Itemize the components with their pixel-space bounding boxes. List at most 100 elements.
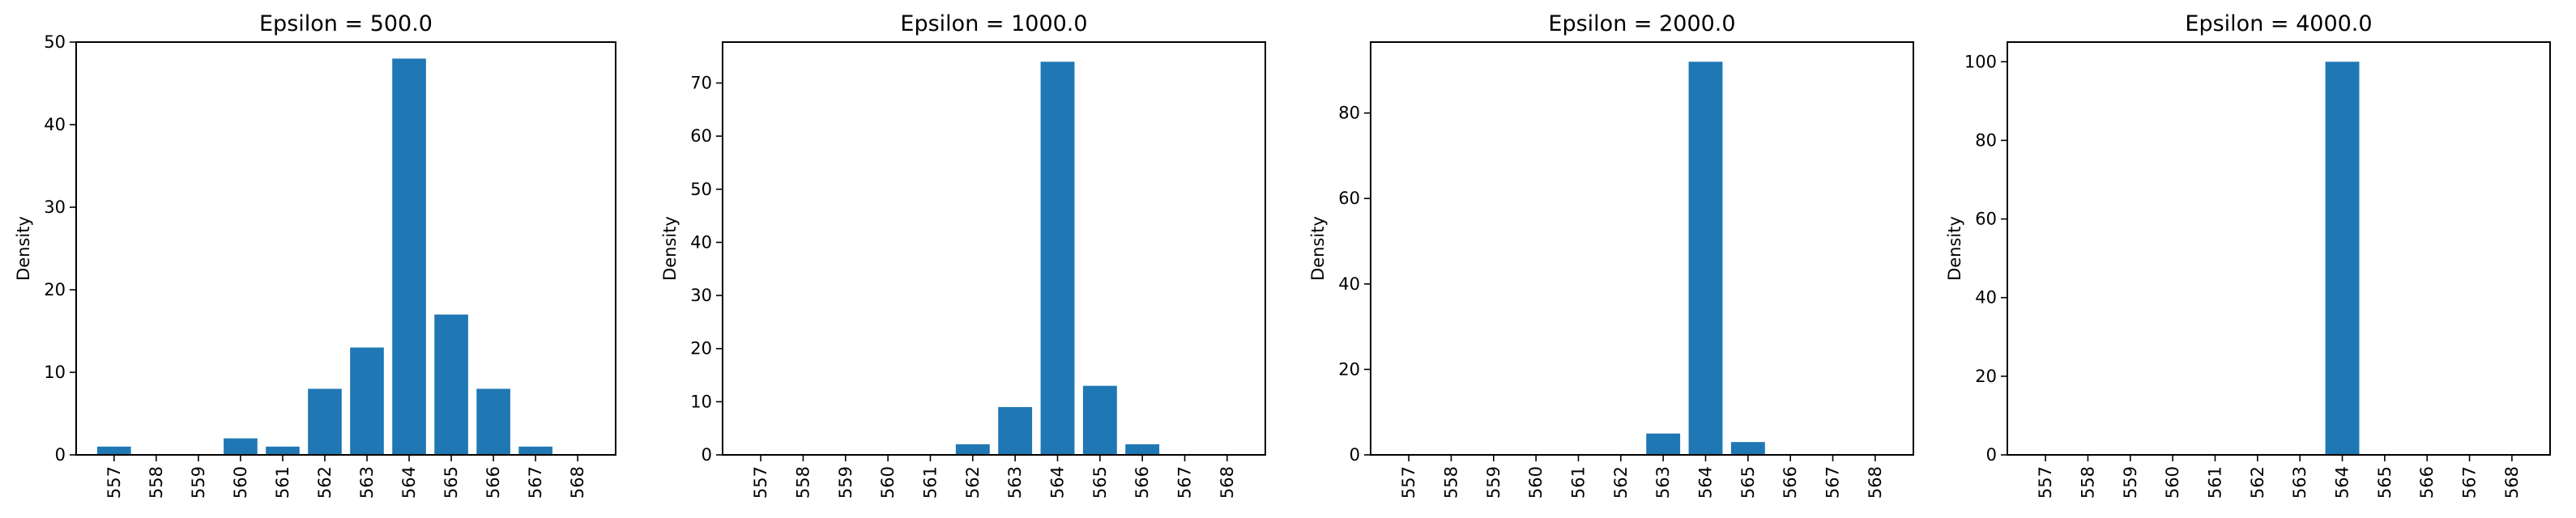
bar-562 bbox=[955, 444, 990, 455]
x-tick-label: 560 bbox=[231, 466, 250, 499]
x-tick-label: 559 bbox=[836, 466, 855, 499]
x-tick-label: 559 bbox=[2121, 466, 2140, 499]
x-tick-label: 561 bbox=[920, 466, 940, 499]
chart-title: Epsilon = 500.0 bbox=[259, 11, 433, 36]
x-tick-label: 566 bbox=[484, 466, 503, 499]
x-tick-label: 560 bbox=[1526, 466, 1546, 499]
x-tick-label: 560 bbox=[878, 466, 898, 499]
x-tick-label: 557 bbox=[751, 466, 770, 499]
axes-frame bbox=[722, 41, 1266, 456]
bar-567 bbox=[518, 446, 552, 455]
bar-561 bbox=[266, 446, 300, 455]
x-tick-label: 563 bbox=[357, 466, 377, 499]
x-tick-label: 562 bbox=[2248, 466, 2267, 499]
x-tick-label: 568 bbox=[1866, 466, 1885, 499]
y-tick-label: 10 bbox=[690, 392, 712, 411]
x-tick-label: 566 bbox=[2417, 466, 2437, 499]
x-tick-label: 567 bbox=[1175, 466, 1195, 499]
x-tick-label: 558 bbox=[1441, 466, 1461, 499]
x-tick-label: 561 bbox=[273, 466, 292, 499]
y-tick-label: 80 bbox=[1338, 104, 1360, 123]
y-tick-label: 0 bbox=[55, 445, 66, 465]
y-tick-label: 70 bbox=[690, 74, 712, 93]
x-tick-label: 566 bbox=[1781, 466, 1800, 499]
x-tick-label: 563 bbox=[2290, 466, 2309, 499]
chart-title: Epsilon = 4000.0 bbox=[2185, 11, 2372, 36]
chart-title: Epsilon = 2000.0 bbox=[1548, 11, 1735, 36]
y-tick-label: 60 bbox=[690, 126, 712, 146]
x-tick-label: 565 bbox=[2375, 466, 2395, 499]
bar-564 bbox=[2325, 62, 2360, 456]
x-tick-label: 557 bbox=[104, 466, 124, 499]
x-tick-label: 568 bbox=[568, 466, 587, 499]
y-tick-label: 100 bbox=[1964, 52, 1997, 71]
bar-564 bbox=[392, 58, 426, 456]
y-axis-label: Density bbox=[1308, 216, 1328, 281]
x-tick-label: 568 bbox=[2502, 466, 2522, 499]
axes-frame bbox=[1370, 41, 1914, 456]
bar-557 bbox=[97, 446, 131, 455]
chart-panel-4: Epsilon = 4000.0 0 20 40 60 80 100 557 558 559 560… bbox=[1945, 11, 2551, 499]
bar-565 bbox=[434, 314, 468, 455]
x-tick-label: 564 bbox=[1696, 466, 1716, 499]
x-tick-label: 557 bbox=[1399, 466, 1418, 499]
x-tick-label: 567 bbox=[1823, 466, 1843, 499]
x-tick-label: 559 bbox=[1484, 466, 1503, 499]
y-tick-label: 40 bbox=[44, 115, 66, 134]
axes-frame bbox=[75, 41, 616, 456]
y-tick-label: 0 bbox=[1350, 445, 1360, 465]
chart-panel-3: Epsilon = 2000.0 0 20 40 60 80 557 558 559 560 561… bbox=[1308, 11, 1914, 499]
y-tick-label: 50 bbox=[44, 32, 66, 52]
y-axis-label: Density bbox=[660, 216, 680, 281]
x-tick-label: 564 bbox=[1048, 466, 1068, 499]
x-tick-label: 567 bbox=[526, 466, 545, 499]
chart-panel-2: Epsilon = 1000.0 0 10 20 30 40 50 60 70 557 558 559… bbox=[660, 11, 1266, 499]
x-tick-label: 557 bbox=[2036, 466, 2055, 499]
bar-560 bbox=[224, 438, 258, 455]
y-tick-label: 40 bbox=[690, 232, 712, 252]
x-tick-label: 560 bbox=[2163, 466, 2182, 499]
x-tick-label: 558 bbox=[147, 466, 166, 499]
x-tick-label: 565 bbox=[1738, 466, 1758, 499]
y-tick-label: 20 bbox=[1975, 367, 1997, 386]
x-tick-label: 559 bbox=[189, 466, 208, 499]
bar-565 bbox=[1730, 442, 1765, 455]
chart-title: Epsilon = 1000.0 bbox=[900, 11, 1087, 36]
y-tick-label: 20 bbox=[1338, 359, 1360, 379]
y-tick-label: 40 bbox=[1338, 274, 1360, 294]
x-tick-label: 567 bbox=[2460, 466, 2480, 499]
y-tick-label: 10 bbox=[44, 363, 66, 382]
x-tick-label: 558 bbox=[793, 466, 812, 499]
bar-563 bbox=[998, 406, 1033, 455]
x-tick-label: 564 bbox=[2333, 466, 2352, 499]
x-tick-label: 568 bbox=[1218, 466, 1237, 499]
y-tick-label: 30 bbox=[690, 286, 712, 305]
x-tick-label: 558 bbox=[2078, 466, 2097, 499]
y-tick-label: 60 bbox=[1338, 189, 1360, 208]
x-tick-label: 562 bbox=[1611, 466, 1631, 499]
y-tick-label: 80 bbox=[1975, 130, 1997, 150]
x-tick-label: 561 bbox=[1568, 466, 1588, 499]
y-tick-label: 20 bbox=[690, 339, 712, 359]
x-tick-label: 561 bbox=[2205, 466, 2224, 499]
bar-563 bbox=[1646, 433, 1681, 455]
bar-562 bbox=[308, 388, 342, 455]
bar-565 bbox=[1082, 385, 1117, 455]
x-tick-label: 563 bbox=[1005, 466, 1025, 499]
x-tick-label: 566 bbox=[1132, 466, 1152, 499]
chart-panel-1: Epsilon = 500.0 0 10 20 30 40 50 557 558 559 560 56… bbox=[14, 11, 616, 499]
y-axis-label: Density bbox=[1945, 216, 1964, 281]
bar-564 bbox=[1040, 62, 1075, 456]
y-tick-label: 30 bbox=[44, 197, 66, 217]
y-tick-label: 0 bbox=[1986, 445, 1997, 465]
y-tick-label: 50 bbox=[690, 180, 712, 199]
x-tick-label: 565 bbox=[441, 466, 461, 499]
x-tick-label: 562 bbox=[315, 466, 335, 499]
y-tick-label: 40 bbox=[1975, 288, 1997, 308]
x-tick-label: 563 bbox=[1653, 466, 1673, 499]
y-axis-label: Density bbox=[14, 216, 33, 281]
x-tick-label: 564 bbox=[399, 466, 419, 499]
x-tick-label: 562 bbox=[963, 466, 983, 499]
y-tick-label: 20 bbox=[44, 280, 66, 299]
